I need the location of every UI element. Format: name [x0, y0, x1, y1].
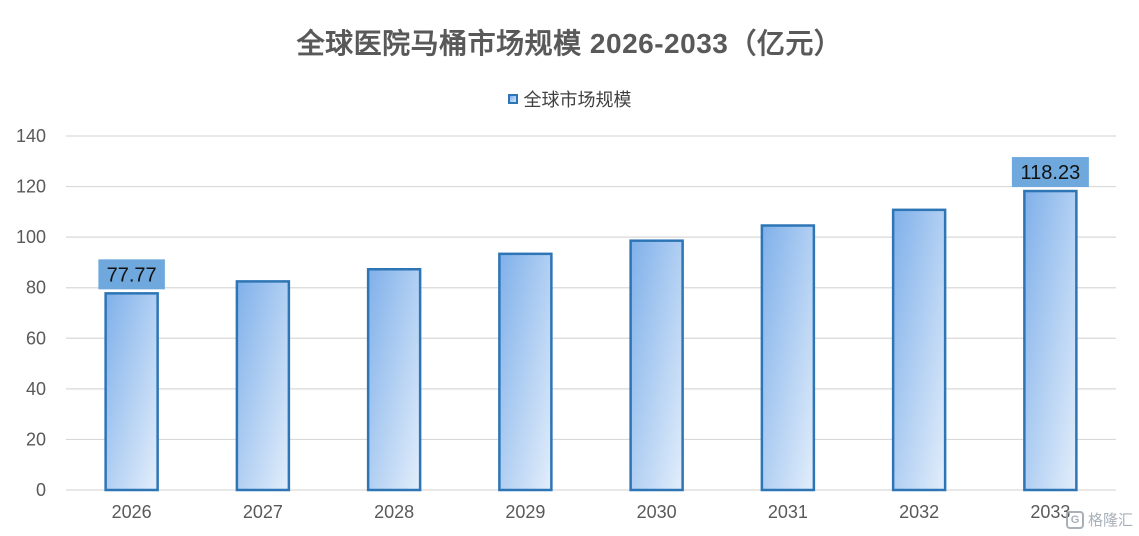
x-tick-label: 2026: [112, 502, 152, 522]
x-tick-label: 2031: [768, 502, 808, 522]
bar-2033: [1023, 189, 1078, 492]
x-tick-label: 2028: [374, 502, 414, 522]
gridlines: [66, 135, 1116, 491]
bars: [104, 189, 1078, 492]
y-tick-label: 40: [26, 379, 46, 399]
x-tick-label: 2027: [243, 502, 283, 522]
watermark: G 格隆汇: [1065, 509, 1133, 530]
bar-2027: [235, 280, 291, 492]
x-tick-label: 2030: [637, 502, 677, 522]
x-tick-label: 2032: [899, 502, 939, 522]
watermark-text: 格隆汇: [1087, 512, 1133, 529]
bar-2029: [498, 252, 553, 492]
y-tick-label: 100: [16, 227, 46, 247]
x-tick-label: 2033: [1030, 502, 1070, 522]
x-axis-ticks: 2026 2027 2028 2029 2030 2031 2032 2033: [112, 502, 1071, 522]
y-tick-label: 20: [26, 429, 46, 449]
data-label-text: 118.23: [1021, 162, 1081, 184]
data-label-background: [1011, 157, 1089, 188]
y-tick-label: 80: [26, 278, 46, 298]
bar-2032: [891, 208, 947, 492]
data-label-2033: 118.23: [1011, 157, 1089, 188]
watermark-logo-icon: G: [1065, 510, 1084, 529]
data-label-text: 77.77: [107, 264, 157, 286]
y-tick-label: 120: [16, 177, 46, 197]
bar-2028: [366, 268, 422, 492]
data-labels: 77.77 118.23: [98, 157, 1089, 290]
chart-title: 全球医院马桶市场规模 2026-2033（亿元）: [296, 28, 843, 59]
bar-2031: [760, 224, 816, 492]
x-tick-label: 2029: [505, 502, 545, 522]
y-axis-ticks: 0 20 40 60 80 100 120 140: [16, 126, 46, 500]
data-label-background: [98, 259, 165, 290]
data-label-2026: 77.77: [98, 259, 165, 290]
legend-label: 全球市场规模: [523, 90, 632, 110]
y-tick-label: 60: [26, 328, 46, 348]
y-tick-label: 0: [36, 480, 46, 500]
y-tick-label: 140: [16, 126, 46, 146]
bar-2030: [629, 239, 684, 492]
legend-swatch: [507, 94, 518, 104]
legend: 全球市场规模: [0, 86, 1139, 112]
bar-2026: [104, 292, 159, 492]
